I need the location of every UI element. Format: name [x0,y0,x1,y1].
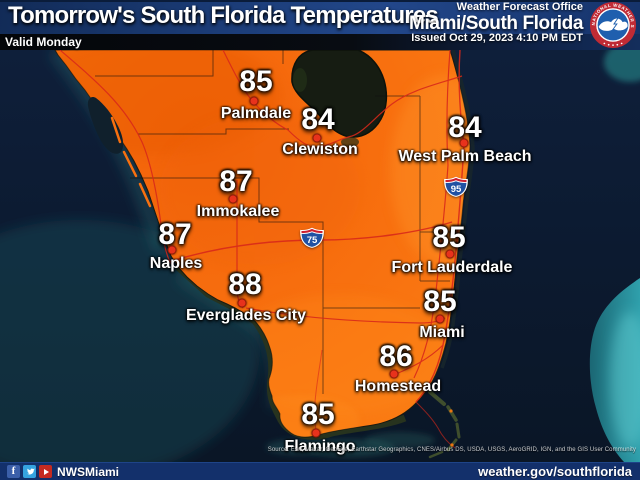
twitter-icon[interactable] [23,465,36,478]
footer-bar: f NWSMiami weather.gov/southflorida [0,462,640,480]
header-banner [0,0,640,34]
charlotte-harbor [87,96,124,154]
social-handle[interactable]: NWSMiami [57,464,120,479]
page-title: Tomorrow's South Florida Temperatures [8,2,439,29]
office-block: Weather Forecast Office Miami/South Flor… [409,1,583,45]
facebook-icon[interactable]: f [7,465,20,478]
social-links: f [7,465,52,478]
office-region: Miami/South Florida [409,12,583,34]
imagery-attribution: Source: Esri, Maxar, GeoEye, Earthstar G… [267,447,636,453]
south-florida-map [0,50,640,462]
issued-timestamp: Issued Oct 29, 2023 4:10 PM EDT [411,32,583,45]
valid-time-label: Valid Monday [5,35,82,49]
header-substrip [0,34,640,50]
bahamas-bank-north [604,50,640,82]
east-coast-lagoon [440,50,475,369]
youtube-icon[interactable] [39,465,52,478]
office-name: Weather Forecast Office [456,1,583,13]
county-boundaries [95,50,456,394]
play-icon [43,468,49,475]
lake-okeechobee [291,50,388,138]
nws-logo-icon: NATIONAL WEATHER SERVICE [589,1,637,49]
website-url[interactable]: weather.gov/southflorida [478,464,632,479]
